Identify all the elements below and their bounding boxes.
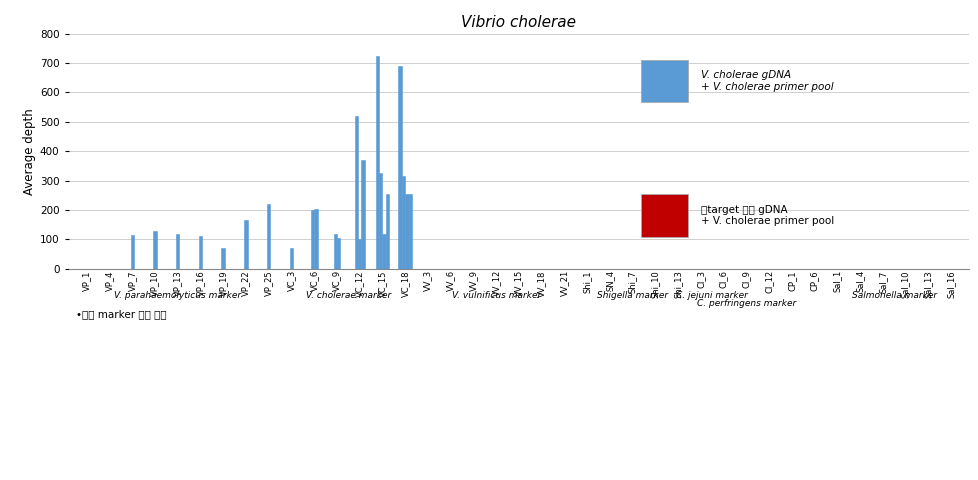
Bar [358, 240, 361, 269]
Bar [244, 220, 247, 269]
Text: V. vulnificus marker: V. vulnificus marker [451, 290, 540, 300]
Bar [385, 194, 389, 269]
Bar [361, 160, 365, 269]
Bar [199, 237, 201, 269]
Bar [336, 238, 340, 269]
Bar [154, 230, 156, 269]
Title: Vibrio cholerae: Vibrio cholerae [461, 15, 576, 30]
Bar [405, 194, 408, 269]
Text: V. parahaemolyticus marker: V. parahaemolyticus marker [114, 290, 241, 300]
Bar [378, 173, 382, 269]
Text: V. cholerae gDNA
+ V. cholerae primer pool: V. cholerae gDNA + V. cholerae primer po… [700, 70, 832, 92]
Bar [267, 204, 270, 269]
Text: C. jejuni marker: C. jejuni marker [676, 290, 747, 300]
Bar [221, 248, 225, 269]
Bar [310, 210, 314, 269]
Y-axis label: Average depth: Average depth [22, 108, 35, 194]
Bar [130, 235, 134, 269]
Text: Shigella marker: Shigella marker [597, 290, 667, 300]
Bar [314, 208, 317, 269]
Bar [382, 234, 385, 269]
Text: •일부 marker 들만 표시: •일부 marker 들만 표시 [76, 310, 167, 319]
Bar [408, 194, 412, 269]
Text: Salmonella marker: Salmonella marker [851, 290, 936, 300]
Bar [401, 176, 405, 269]
Bar [289, 248, 292, 269]
Bar [376, 56, 378, 269]
Bar [176, 234, 179, 269]
Bar [398, 66, 401, 269]
Bar [354, 116, 358, 269]
Text: C. perfringens marker: C. perfringens marker [696, 299, 795, 308]
Bar [333, 234, 336, 269]
Text: V. cholerae marker: V. cholerae marker [305, 290, 390, 300]
Text: 비target 균주 gDNA
+ V. cholerae primer pool: 비target 균주 gDNA + V. cholerae primer poo… [700, 205, 833, 227]
